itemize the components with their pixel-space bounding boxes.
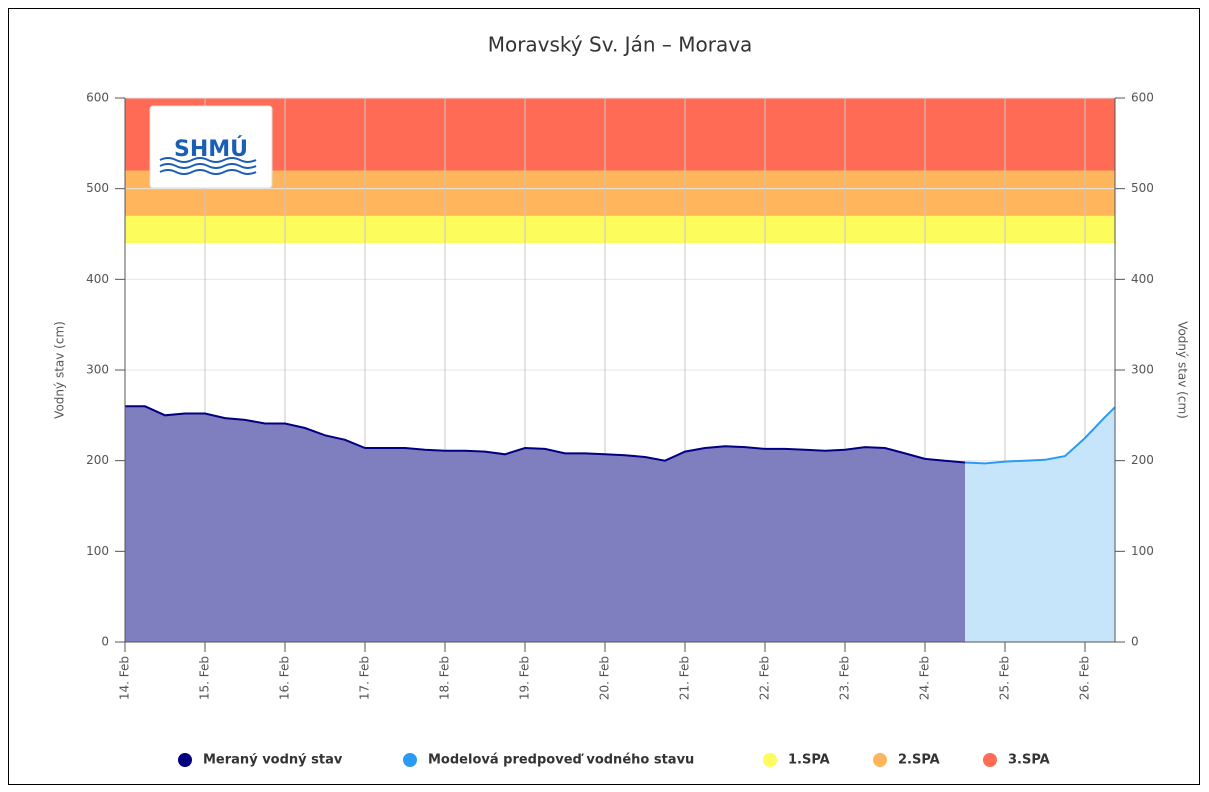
x-tick-label: 26. Feb bbox=[1078, 656, 1092, 700]
x-tick-label: 14. Feb bbox=[118, 656, 132, 700]
x-tick-label: 21. Feb bbox=[678, 656, 692, 700]
y2-tick-label: 600 bbox=[1131, 91, 1154, 105]
plot-band bbox=[125, 170, 1115, 216]
y-tick-label: 600 bbox=[86, 91, 109, 105]
legend-marker bbox=[873, 753, 887, 767]
plot-band bbox=[125, 98, 1115, 171]
legend-marker bbox=[983, 753, 997, 767]
logo-wave bbox=[159, 157, 257, 163]
logo-wave bbox=[159, 163, 257, 169]
y2-tick-label: 300 bbox=[1131, 363, 1154, 377]
y-tick-label: 0 bbox=[101, 635, 109, 649]
legend-label: Modelová predpoveď vodného stavu bbox=[428, 753, 694, 768]
y-tick-label: 100 bbox=[86, 544, 109, 558]
y2-tick-label: 0 bbox=[1131, 635, 1139, 649]
legend-marker bbox=[178, 753, 192, 767]
y-tick-label: 200 bbox=[86, 453, 109, 467]
y2-tick-label: 500 bbox=[1131, 181, 1154, 195]
legend-label: 1.SPA bbox=[788, 753, 830, 768]
legend-label: 2.SPA bbox=[898, 753, 940, 768]
legend-marker bbox=[763, 753, 777, 767]
y-tick-label: 400 bbox=[86, 272, 109, 286]
x-tick-label: 16. Feb bbox=[278, 656, 292, 700]
x-tick-label: 24. Feb bbox=[918, 656, 932, 700]
x-tick-label: 19. Feb bbox=[518, 656, 532, 700]
legend-label: 3.SPA bbox=[1008, 753, 1050, 768]
x-tick-label: 25. Feb bbox=[998, 656, 1012, 700]
line bbox=[125, 405, 966, 464]
x-tick-label: 17. Feb bbox=[358, 656, 372, 700]
logo-wave bbox=[159, 169, 257, 175]
x-tick-label: 22. Feb bbox=[758, 656, 772, 700]
plot-band bbox=[125, 215, 1115, 244]
y2-tick-label: 400 bbox=[1131, 272, 1154, 286]
x-tick-label: 15. Feb bbox=[198, 656, 212, 700]
legend-marker bbox=[403, 753, 417, 767]
chart-title: Moravský Sv. Ján – Morava bbox=[488, 33, 753, 57]
y-tick-label: 500 bbox=[86, 181, 109, 195]
y-tick-label: 300 bbox=[86, 363, 109, 377]
y2-axis-label: Vodný stav (cm) bbox=[1176, 321, 1190, 419]
x-tick-label: 18. Feb bbox=[438, 656, 452, 700]
y2-tick-label: 100 bbox=[1131, 544, 1154, 558]
x-tick-label: 23. Feb bbox=[838, 656, 852, 700]
y-axis-label: Vodný stav (cm) bbox=[53, 321, 67, 419]
y2-tick-label: 200 bbox=[1131, 453, 1154, 467]
legend-label: Meraný vodný stav bbox=[203, 753, 343, 768]
area bbox=[125, 406, 965, 642]
x-tick-label: 20. Feb bbox=[598, 656, 612, 700]
area bbox=[965, 407, 1115, 642]
line bbox=[964, 406, 1116, 465]
